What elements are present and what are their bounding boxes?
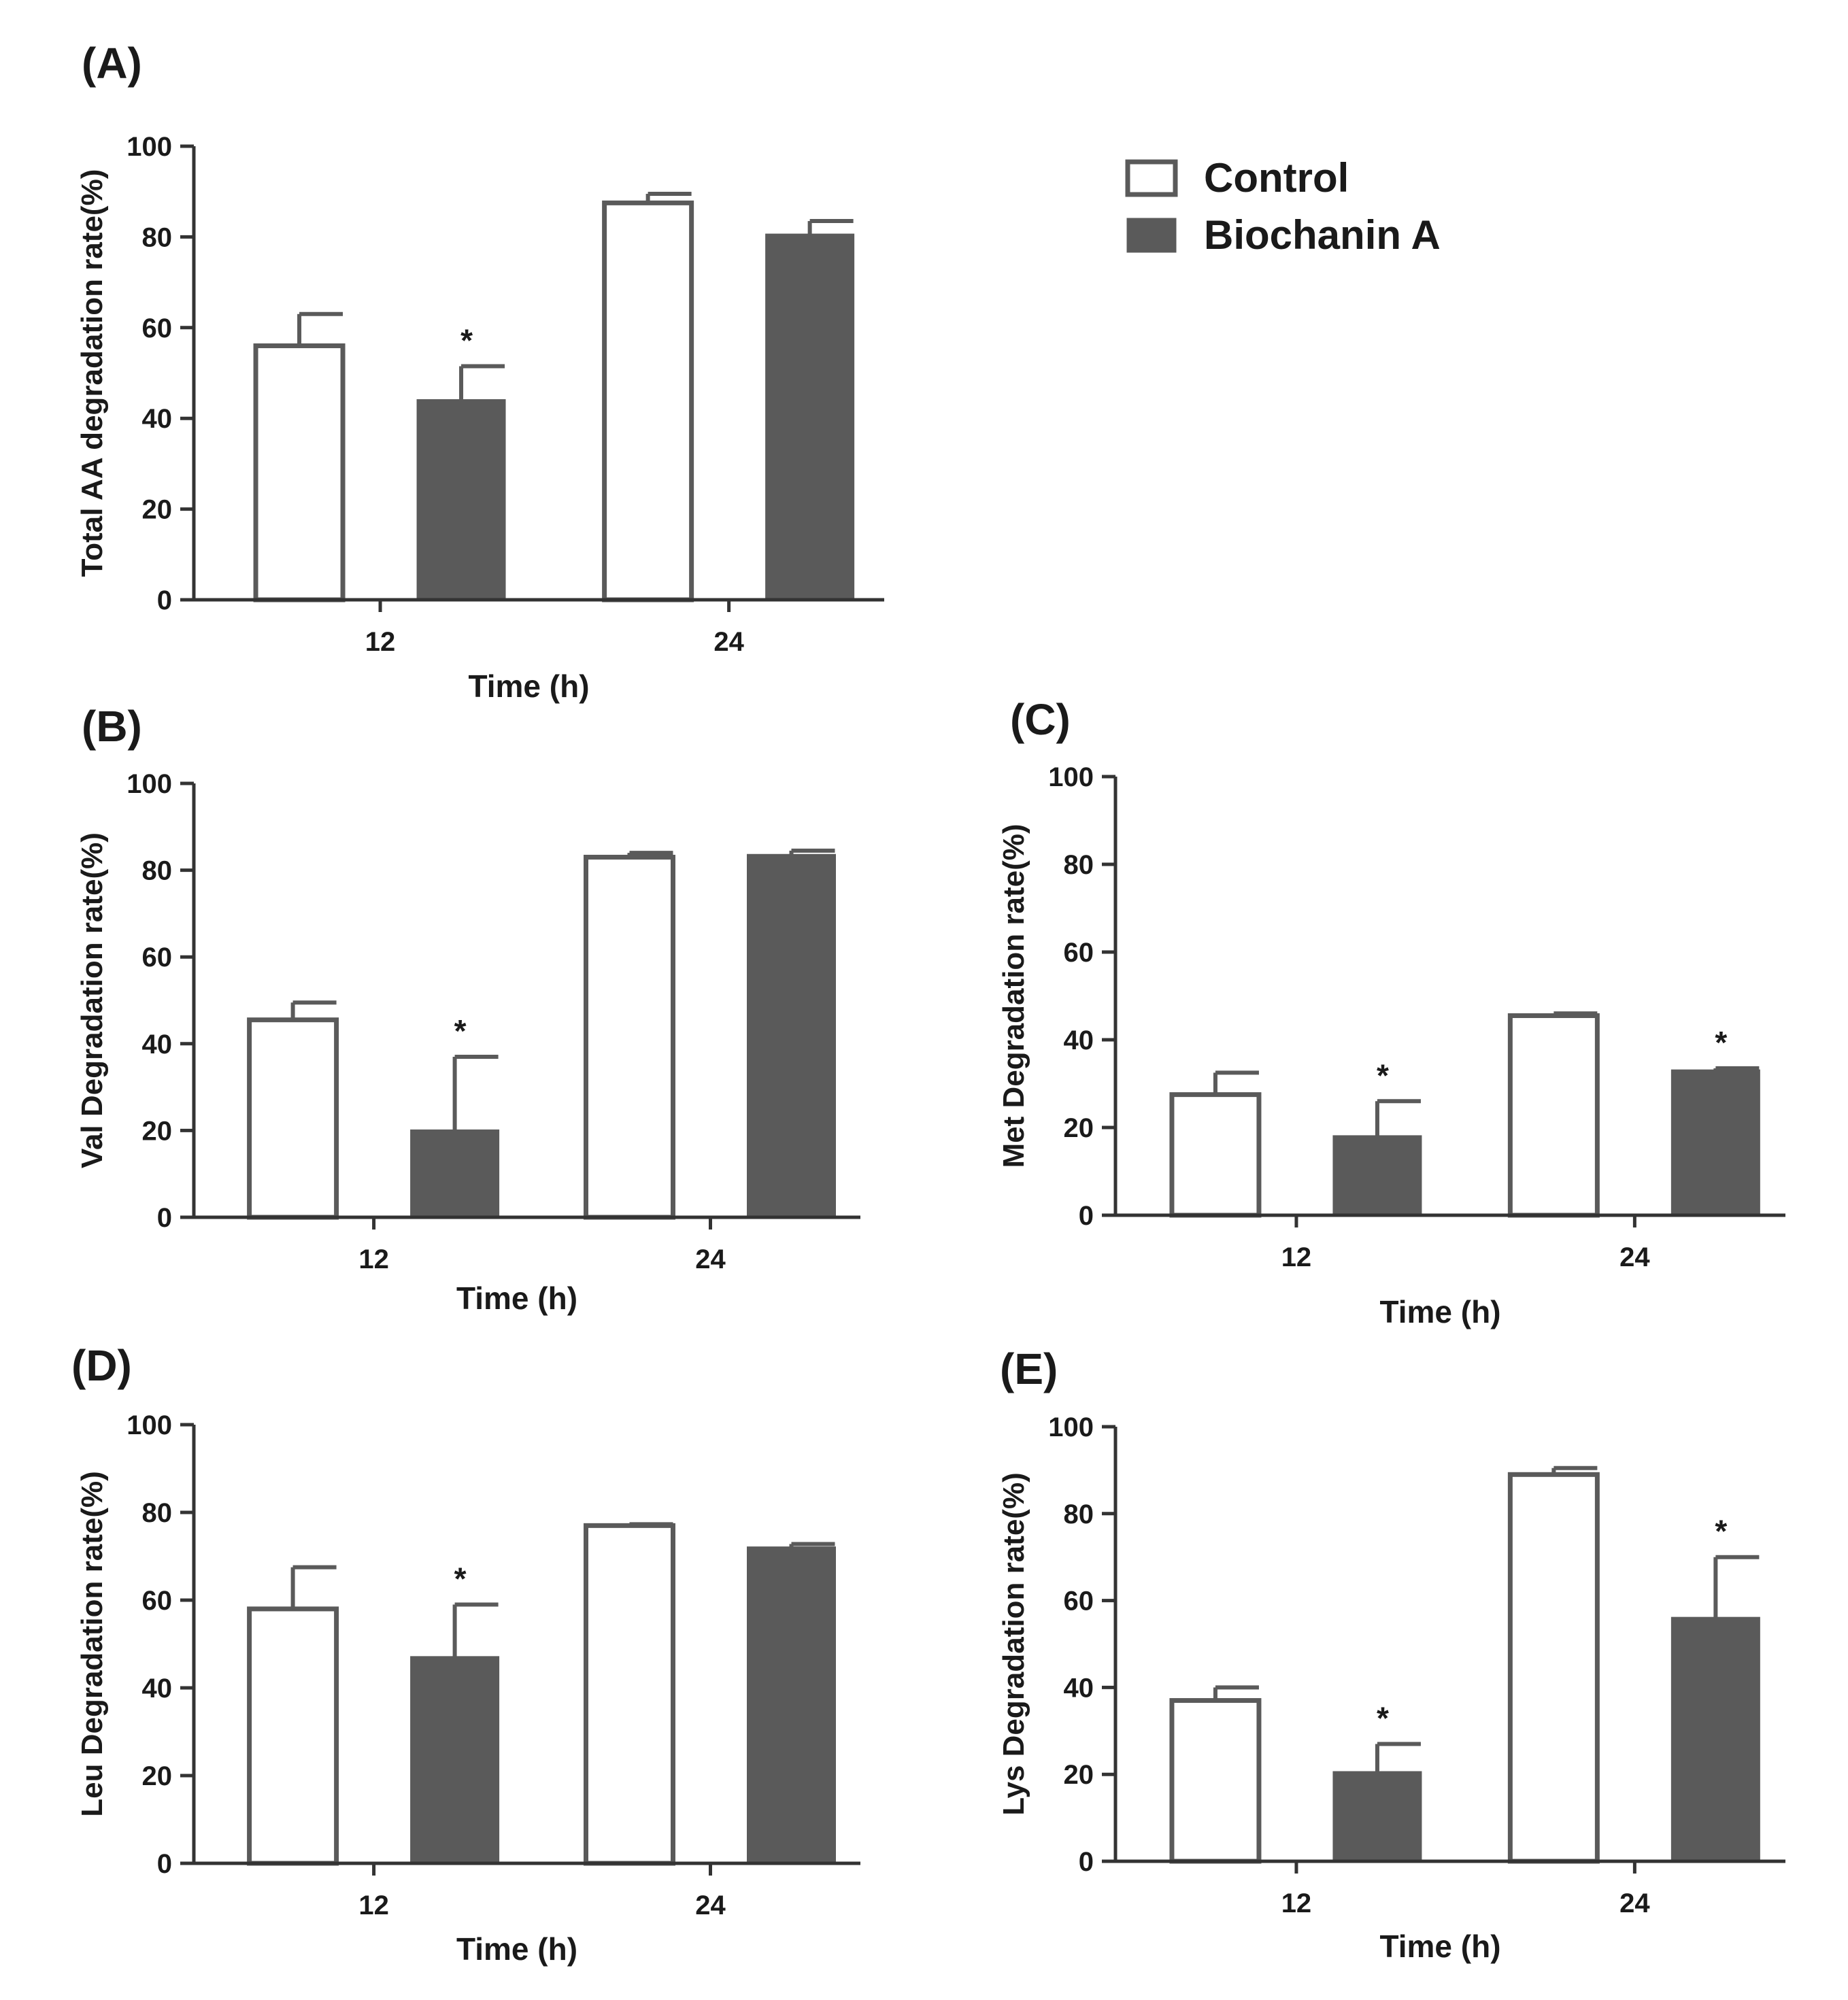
y-tick-label: 60 (1064, 938, 1094, 968)
bar-control (602, 200, 694, 603)
y-tick-label: 60 (142, 943, 173, 972)
bar-control (584, 1523, 675, 1866)
bar-biochanin-a (765, 233, 855, 601)
y-tick-label: 80 (142, 222, 173, 252)
significance-marker: * (1715, 1025, 1727, 1060)
x-tick-label: 12 (358, 1244, 389, 1274)
y-tick-label: 100 (127, 769, 172, 799)
y-tick-label: 0 (157, 1849, 172, 1879)
bar-biochanin-a (1332, 1135, 1422, 1217)
bar-biochanin-a (410, 1656, 500, 1865)
y-tick-label: 0 (1079, 1201, 1094, 1231)
y-axis-title: Total AA degradation rate(%) (75, 169, 109, 577)
y-tick-label: 20 (1064, 1760, 1094, 1790)
x-tick-label: 24 (713, 627, 744, 657)
bar-control (1507, 1472, 1600, 1864)
y-axis-title: Leu Degradation rate(%) (75, 1471, 109, 1817)
x-axis-title: Time (h) (1379, 1294, 1500, 1329)
y-tick-label: 40 (142, 1030, 173, 1060)
y-tick-label: 40 (142, 1674, 173, 1704)
y-tick-label: 40 (1064, 1026, 1094, 1055)
significance-marker: * (1377, 1700, 1389, 1735)
y-tick-label: 40 (1064, 1673, 1094, 1703)
x-axis-title: Time (h) (468, 668, 589, 704)
y-tick-label: 60 (1064, 1587, 1094, 1616)
significance-marker: * (1377, 1057, 1389, 1093)
legend-label: Biochanin A (1204, 212, 1441, 258)
bar-biochanin-a (1670, 1616, 1760, 1863)
significance-marker: * (1715, 1514, 1727, 1549)
y-axis-title: Met Degradation rate(%) (997, 824, 1030, 1168)
y-tick-label: 0 (157, 1203, 172, 1233)
x-axis-title: Time (h) (1379, 1929, 1500, 1964)
y-axis-title: Val Degradation rate(%) (75, 832, 109, 1168)
bar-biochanin-a (747, 1546, 836, 1865)
y-tick-label: 0 (157, 586, 172, 615)
y-tick-label: 100 (127, 132, 172, 162)
x-tick-label: 24 (695, 1244, 726, 1274)
bar-biochanin-a (410, 1129, 500, 1219)
y-tick-label: 60 (142, 313, 173, 343)
panel-label: (A) (82, 39, 142, 88)
bar-control (247, 1606, 339, 1866)
legend-swatch (1126, 218, 1177, 253)
y-tick-label: 60 (142, 1586, 173, 1616)
panel-label: (D) (71, 1341, 132, 1390)
significance-marker: * (454, 1561, 467, 1596)
y-tick-label: 80 (142, 1498, 173, 1528)
chart-panel-a: (A) 0 20 40 60 80 100 Total AA degradation rate… (75, 39, 884, 704)
x-tick-label: 12 (358, 1891, 389, 1920)
y-tick-label: 100 (1048, 762, 1094, 792)
panel-label: (B) (82, 702, 142, 751)
bar-control (1169, 1092, 1262, 1218)
chart-panel-c: (C) 0 20 40 60 80 100 Met Degradation rate(%) 12… (997, 695, 1785, 1329)
y-tick-label: 20 (142, 495, 173, 525)
bar-biochanin-a (416, 399, 506, 601)
significance-marker: * (460, 322, 473, 358)
y-tick-label: 20 (142, 1116, 173, 1146)
y-tick-label: 80 (142, 856, 173, 886)
chart-panel-b: (B) 0 20 40 60 80 100 Val Degradation rate(%) 12… (75, 702, 860, 1316)
y-tick-label: 80 (1064, 1499, 1094, 1529)
legend-swatch (1125, 159, 1178, 197)
significance-marker: * (454, 1013, 467, 1049)
y-axis-title: Lys Degradation rate(%) (997, 1472, 1030, 1815)
x-tick-label: 24 (695, 1891, 726, 1920)
y-tick-label: 80 (1064, 850, 1094, 880)
x-tick-label: 12 (1281, 1888, 1312, 1918)
legend-label: Control (1204, 155, 1349, 201)
y-tick-label: 40 (142, 404, 173, 434)
y-tick-label: 0 (1079, 1847, 1094, 1877)
y-tick-label: 20 (142, 1761, 173, 1791)
bar-control (584, 854, 675, 1220)
panels: (A) 0 20 40 60 80 100 Total AA degradation rate… (71, 39, 1785, 1967)
x-tick-label: 24 (1619, 1888, 1650, 1918)
bar-control (1169, 1698, 1262, 1864)
x-tick-label: 12 (365, 627, 396, 657)
y-tick-label: 100 (127, 1410, 172, 1440)
x-axis-title: Time (h) (456, 1281, 577, 1316)
chart-panel-e: (E) 0 20 40 60 80 100 Lys Degradation rate(%) 12… (997, 1344, 1785, 1964)
legend: Control Biochanin A (1125, 155, 1441, 258)
y-tick-label: 100 (1048, 1412, 1094, 1442)
bar-biochanin-a (747, 853, 836, 1219)
bar-control (253, 343, 346, 603)
x-axis-title: Time (h) (456, 1931, 577, 1967)
panel-label: (C) (1010, 695, 1071, 744)
y-tick-label: 20 (1064, 1113, 1094, 1143)
bar-control (247, 1017, 339, 1220)
bar-biochanin-a (1670, 1069, 1760, 1217)
x-tick-label: 12 (1281, 1242, 1312, 1272)
panel-label: (E) (1000, 1344, 1058, 1393)
chart-panel-d: (D) 0 20 40 60 80 100 Leu Degradation rate(%) 12… (71, 1341, 860, 1967)
x-tick-label: 24 (1619, 1242, 1650, 1272)
legend-item-biochanin-a: Biochanin A (1126, 212, 1441, 258)
legend-item-control: Control (1125, 155, 1349, 201)
bar-biochanin-a (1332, 1771, 1422, 1863)
bar-control (1507, 1013, 1600, 1218)
